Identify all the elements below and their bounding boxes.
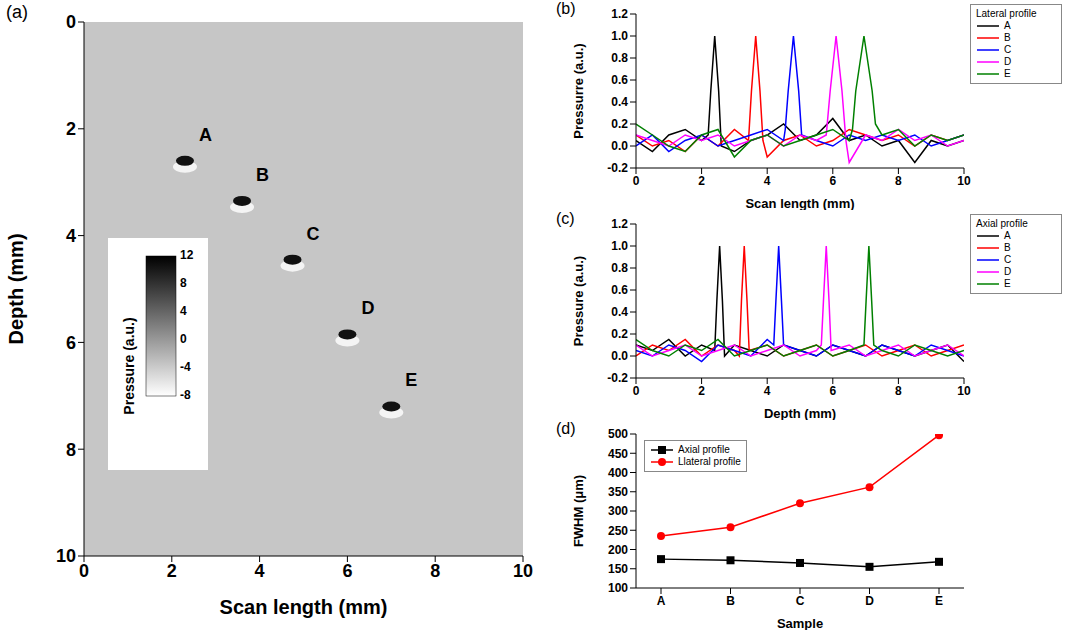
svg-text:300: 300 [608,504,628,518]
svg-text:4: 4 [255,561,265,581]
svg-text:E: E [405,370,417,390]
html-text:C: C [1004,44,1012,55]
svg-text:Pressure (a.u.): Pressure (a.u.) [571,256,586,346]
svg-text:A: A [199,125,212,145]
svg-text:250: 250 [608,524,628,538]
svg-text:500: 500 [608,427,628,441]
svg-text:2: 2 [66,119,76,139]
svg-text:0.6: 0.6 [611,73,628,87]
svg-text:0.4: 0.4 [611,305,628,319]
svg-text:Pressure (a.u.): Pressure (a.u.) [121,317,137,414]
svg-text:0.2: 0.2 [611,327,628,341]
svg-text:0.2: 0.2 [611,117,628,131]
svg-text:8: 8 [895,384,902,398]
svg-text:10: 10 [957,174,971,188]
svg-text:0.4: 0.4 [611,95,628,109]
svg-text:0.0: 0.0 [611,139,628,153]
svg-text:C: C [796,594,805,608]
svg-text:Scan length (mm): Scan length (mm) [220,596,388,618]
svg-text:100: 100 [608,581,628,595]
html-text:C: C [1004,254,1012,265]
svg-text:0.8: 0.8 [611,51,628,65]
svg-text:B: B [726,594,735,608]
html-text:Axial profile: Axial profile [678,444,730,455]
svg-text:8: 8 [180,276,187,290]
html-text:(b): (b) [556,0,576,17]
svg-text:2: 2 [167,561,177,581]
svg-text:10: 10 [513,561,533,581]
svg-text:1.0: 1.0 [611,239,628,253]
svg-text:450: 450 [608,447,628,461]
svg-text:400: 400 [608,466,628,480]
svg-text:-0.2: -0.2 [607,371,628,385]
svg-text:8: 8 [66,440,76,460]
svg-text:0: 0 [79,561,89,581]
html-text:A: A [1004,230,1011,241]
html-text:D: D [1004,266,1012,277]
svg-text:C: C [307,224,320,244]
svg-text:-8: -8 [180,388,191,402]
svg-text:8: 8 [895,174,902,188]
html-text:D: D [1004,56,1012,67]
svg-text:6: 6 [829,174,836,188]
svg-text:0.6: 0.6 [611,283,628,297]
svg-text:Pressurre (a.u.): Pressurre (a.u.) [571,43,586,138]
svg-text:FWHM (μm): FWHM (μm) [571,475,586,547]
svg-text:1.2: 1.2 [611,7,628,21]
svg-text:0: 0 [180,332,187,346]
svg-text:Depth (mm): Depth (mm) [764,406,836,420]
html-text:E: E [1004,68,1011,79]
svg-text:200: 200 [608,543,628,557]
svg-text:Scan length (mm): Scan length (mm) [745,196,854,210]
svg-text:Sample: Sample [777,616,823,630]
html-text:(c): (c) [556,210,575,227]
svg-text:350: 350 [608,485,628,499]
svg-text:D: D [865,594,874,608]
svg-text:4: 4 [180,304,187,318]
svg-text:6: 6 [66,333,76,353]
svg-text:Depth (mm): Depth (mm) [5,233,27,344]
svg-text:10: 10 [56,546,76,566]
html-text:(d): (d) [556,420,576,437]
svg-text:0: 0 [66,12,76,32]
svg-text:1.2: 1.2 [611,217,628,231]
svg-text:0.0: 0.0 [611,349,628,363]
svg-text:12: 12 [180,248,194,262]
svg-text:0.8: 0.8 [611,261,628,275]
html-text:(a): (a) [6,2,28,22]
html-text:Axial profile: Axial profile [976,218,1028,229]
svg-text:1.0: 1.0 [611,29,628,43]
html-text:Lateral profile: Lateral profile [976,8,1037,19]
svg-text:6: 6 [829,384,836,398]
svg-text:8: 8 [430,561,440,581]
svg-text:A: A [657,594,666,608]
html-text:B: B [1004,242,1011,253]
svg-text:D: D [361,298,374,318]
svg-text:0: 0 [633,384,640,398]
html-text:Llateral profile: Llateral profile [678,456,741,467]
html-text:A: A [1004,20,1011,31]
svg-text:B: B [256,165,269,185]
svg-text:4: 4 [764,174,771,188]
html-text:B: B [1004,32,1011,43]
svg-text:150: 150 [608,562,628,576]
svg-text:10: 10 [957,384,971,398]
svg-text:4: 4 [66,226,76,246]
svg-text:2: 2 [698,384,705,398]
svg-text:E: E [935,594,943,608]
svg-text:4: 4 [764,384,771,398]
svg-text:-4: -4 [180,360,191,374]
html-text:E: E [1004,278,1011,289]
svg-text:6: 6 [342,561,352,581]
svg-text:2: 2 [698,174,705,188]
svg-text:0: 0 [633,174,640,188]
svg-text:-0.2: -0.2 [607,161,628,175]
